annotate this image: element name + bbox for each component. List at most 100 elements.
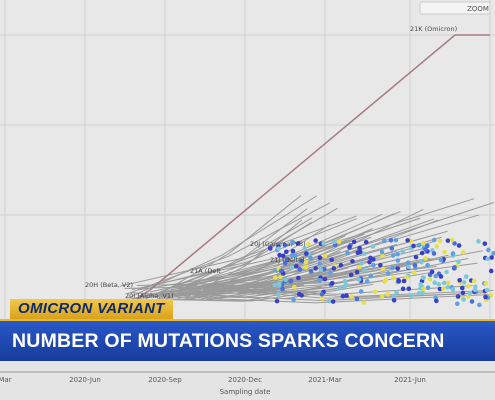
tip [484,287,490,293]
tip [423,256,428,261]
tip [437,286,443,292]
tip [471,278,477,284]
tip [460,250,466,255]
tip [431,237,437,243]
tip [380,266,386,272]
tip [290,239,295,245]
tip [438,274,444,279]
tip [332,239,337,245]
tip [354,269,360,275]
tip [359,261,365,266]
branch [159,292,487,302]
tip [406,286,412,292]
tip [434,244,439,249]
tip [357,249,363,255]
tip [483,294,488,300]
tip [431,251,437,256]
tip [283,277,288,282]
tip [289,265,295,270]
lower-third: NUMBER OF MUTATIONS SPARKS CONCERN [0,319,495,361]
tip [317,261,323,266]
tip [405,238,410,243]
tip [363,239,369,245]
tip [441,286,446,291]
x-axis-title: Sampling date [220,388,271,396]
zoom-button[interactable] [419,1,491,15]
tip [272,282,278,288]
branch [127,195,317,299]
tip [381,238,387,244]
tip [313,238,318,243]
tip [319,296,325,301]
tip [449,237,455,243]
tip [379,249,385,255]
tip [358,289,364,294]
tip [342,284,347,289]
tip [371,262,376,268]
tip [297,266,303,272]
axis-strip [0,361,495,400]
tip [455,301,460,307]
tip [317,255,323,260]
tip [445,284,451,290]
tip [382,279,387,284]
tip [344,293,349,298]
tip [322,266,327,272]
tip [485,256,490,262]
tip [362,267,368,273]
tip [419,250,425,256]
tip [388,237,394,243]
tip [348,272,354,278]
tip [276,292,281,297]
zoom-label: ZOOM [467,5,489,13]
branch [155,217,313,295]
tip [391,297,397,303]
tip [302,245,308,251]
tip [354,296,360,302]
tip [340,293,346,299]
tip [364,278,370,284]
tip [427,276,433,282]
tip [482,241,488,246]
tip [342,278,348,284]
tip [396,278,401,284]
tip [284,249,289,255]
tip [278,274,283,280]
tip [444,269,449,275]
tip [437,238,443,244]
tip [390,265,395,271]
tip [295,241,301,246]
tip [372,289,378,295]
tip [272,275,278,280]
tip [313,266,318,271]
tip [423,247,428,252]
tip [282,242,288,248]
clade-label: 21K (Omicron) [410,25,457,33]
tip [489,255,495,260]
tip [429,269,435,275]
tip [416,291,422,296]
tip [477,302,482,308]
tip [455,294,461,299]
tip [405,260,411,266]
tip [424,243,430,249]
tip [379,294,385,299]
tip [350,258,355,264]
tip [351,239,357,245]
tip [395,266,400,271]
x-tick-label: 2020-Dec [228,376,262,384]
tip [303,260,309,265]
tip [338,263,344,268]
tip [304,251,309,256]
branch [157,286,346,302]
tip [483,280,489,286]
tip [385,292,391,297]
tip [347,245,352,250]
tip [318,267,324,273]
tip [390,253,396,258]
tip [425,262,430,268]
tip [416,242,422,248]
tip [394,290,399,295]
tip [296,275,301,281]
x-tick-label: 2021-Jun [394,376,426,384]
